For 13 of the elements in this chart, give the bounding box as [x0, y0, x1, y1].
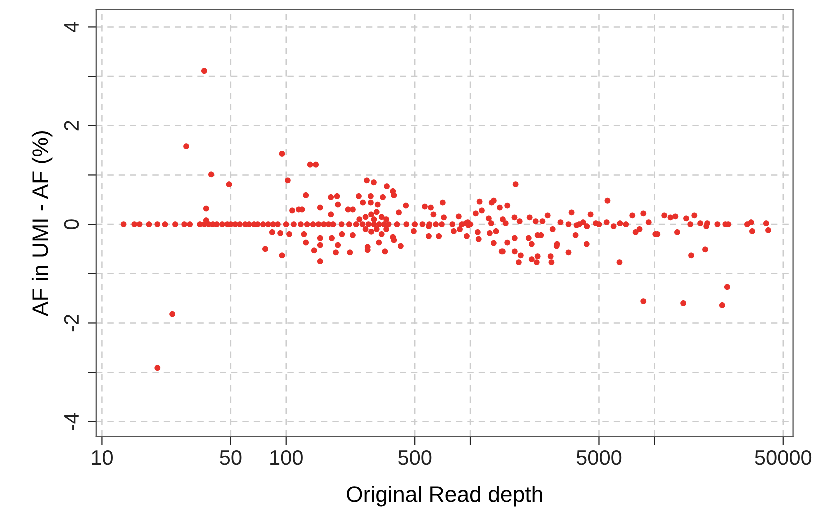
x-tick-label: 5000: [576, 450, 622, 466]
y-tick-label: -4: [64, 413, 79, 430]
y-tick-label: -2: [64, 315, 79, 332]
y-axis-title: AF in UMI - AF (%): [32, 131, 53, 316]
y-tick-label: 0: [64, 220, 80, 230]
x-tick-label: 500: [398, 450, 432, 466]
y-tick-label: 2: [64, 121, 79, 131]
x-tick-label: 50000: [755, 450, 812, 466]
x-tick-label: 10: [92, 450, 113, 466]
x-axis-title: Original Read depth: [347, 486, 542, 507]
x-tick-label: 100: [270, 450, 303, 466]
x-tick-label: 50: [220, 450, 242, 466]
y-tick-label: 4: [64, 22, 79, 33]
